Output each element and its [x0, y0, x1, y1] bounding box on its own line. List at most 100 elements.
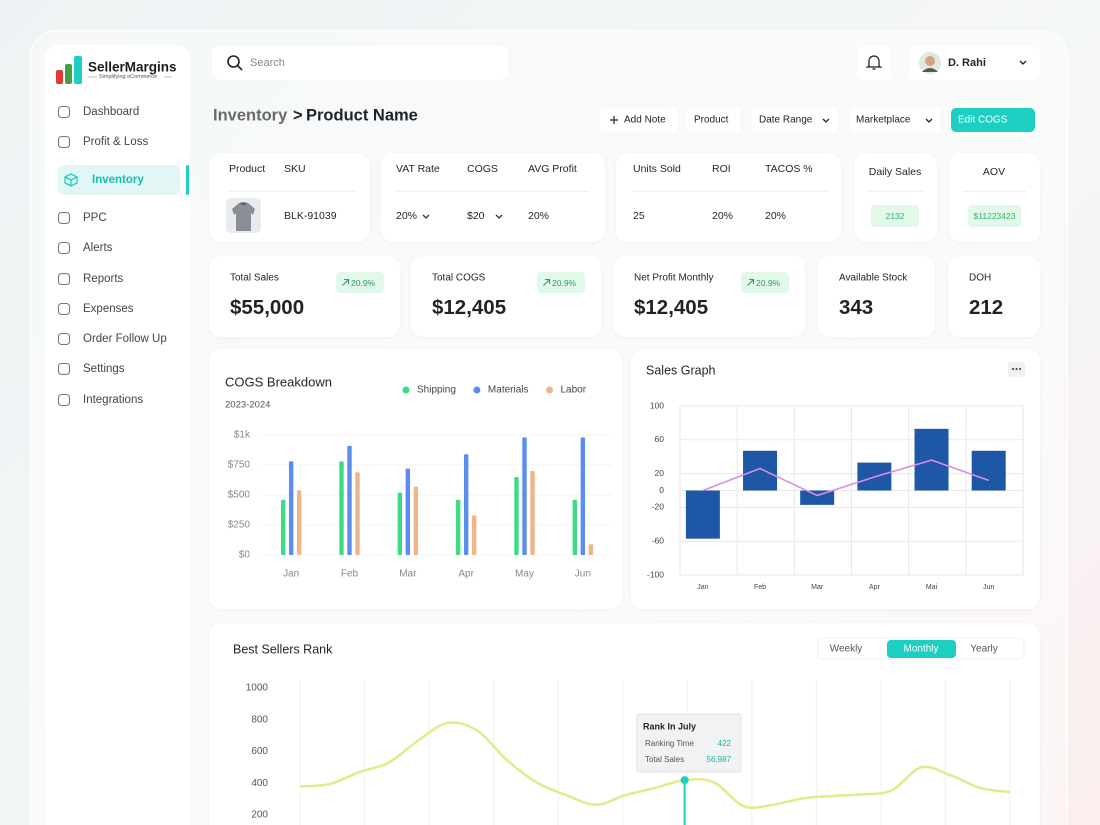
badge — [871, 205, 919, 227]
breadcrumb-current: Product Name — [306, 106, 418, 125]
stat-value: $12,405 — [432, 296, 507, 319]
nav-item[interactable]: Profit & Loss — [83, 136, 149, 148]
action-button[interactable] — [752, 108, 837, 132]
column-header: Product — [229, 163, 266, 175]
stat-value: 212 — [969, 296, 1004, 319]
menu-dots — [1012, 368, 1021, 370]
stat-card — [209, 256, 400, 337]
change-value: 20.9% — [351, 278, 376, 288]
nav-icon-part — [57, 362, 71, 376]
action-button[interactable] — [849, 108, 940, 132]
trend-icon — [342, 278, 350, 286]
trend-icon-part — [543, 278, 551, 286]
search-icon-part — [227, 55, 240, 68]
action-button[interactable] — [951, 108, 1035, 132]
logo-mark — [56, 56, 82, 84]
nav-item[interactable]: PPC — [83, 212, 107, 224]
nav-icon — [57, 332, 71, 346]
trend-icon-part — [747, 278, 755, 286]
action-label: Marketplace — [856, 114, 911, 126]
badge-card-label: Daily Sales — [868, 166, 922, 178]
stat-value: 343 — [839, 296, 874, 319]
column-header: ROI — [712, 163, 731, 175]
stat-label: DOH — [969, 272, 992, 284]
stat-label: Total Sales — [230, 272, 279, 284]
action-button[interactable] — [687, 108, 740, 132]
column-header: SKU — [284, 163, 306, 175]
action-label: Add Note — [624, 114, 666, 126]
stat-card — [613, 256, 805, 337]
chevron-icon-part — [822, 118, 830, 123]
nav-icon-part — [57, 393, 71, 407]
search-box[interactable] — [212, 46, 508, 80]
chevron-icon — [1019, 60, 1027, 65]
nav-icon — [57, 211, 71, 225]
nav-icon — [57, 241, 71, 255]
change-value: 20.9% — [552, 278, 577, 288]
chevron-icon — [495, 214, 503, 219]
search-placeholder: Search — [250, 57, 285, 69]
nav-item[interactable]: Settings — [83, 363, 125, 375]
column-header: Units Sold — [633, 163, 681, 175]
nav-icon-part — [57, 135, 71, 149]
logo-mark-part — [56, 70, 63, 84]
chart-card — [209, 349, 622, 609]
stat-value: $55,000 — [230, 296, 305, 319]
nav-item[interactable]: Inventory — [92, 174, 144, 186]
nav-icon-part — [57, 241, 71, 255]
nav-icon-part — [57, 211, 71, 225]
nav-icon-part — [57, 302, 71, 316]
action-label: Product — [694, 114, 729, 126]
nav-icon — [57, 362, 71, 376]
brand-tagline: Simplifying eCommerce — [99, 74, 158, 80]
logo-mark-part — [65, 64, 72, 84]
nav-active-bg — [58, 165, 180, 195]
nav-icon-part — [57, 272, 71, 286]
divider — [229, 191, 355, 192]
nav-item[interactable]: Expenses — [83, 303, 134, 315]
column-value: 20% — [528, 210, 550, 222]
product-image-part — [232, 202, 255, 231]
column-header: AVG Profit — [528, 163, 577, 175]
chart-card — [631, 349, 1040, 609]
avatar-part — [922, 68, 938, 72]
info-card — [381, 153, 605, 242]
bell-button[interactable] — [857, 46, 891, 80]
menu-dots-part — [1012, 368, 1014, 370]
nav-item[interactable]: Order Follow Up — [83, 333, 167, 345]
sidebar — [45, 45, 190, 825]
stat-label: Total COGS — [432, 272, 486, 284]
badge-value: $11223423 — [973, 211, 1016, 221]
search-icon-part — [236, 64, 243, 71]
chevron-icon-part — [1019, 60, 1027, 65]
column-value: $20 — [467, 210, 485, 222]
search-icon — [227, 55, 243, 71]
breadcrumb-parent: Inventory — [213, 106, 288, 125]
stat-card — [948, 256, 1040, 337]
nav-item[interactable]: Integrations — [83, 394, 144, 406]
chart-card — [209, 623, 1040, 825]
stat-value: $12,405 — [634, 296, 709, 319]
stat-label: Net Profit Monthly — [634, 272, 714, 284]
chevron-icon-part — [925, 118, 933, 123]
breadcrumb-separator: > — [293, 106, 303, 125]
badge-card — [854, 153, 937, 242]
column-value: 20% — [396, 210, 418, 222]
product-image-part — [240, 203, 247, 206]
divider — [868, 191, 923, 192]
avatar-part — [925, 56, 935, 66]
nav-item[interactable]: Alerts — [83, 242, 113, 254]
chevron-icon — [925, 118, 933, 123]
nav-icon-part — [57, 105, 71, 119]
nav-icon — [57, 393, 71, 407]
nav-item[interactable]: Dashboard — [83, 106, 140, 118]
plus-icon — [610, 116, 618, 124]
column-header: TACOS % — [765, 163, 813, 175]
badge-card — [949, 153, 1040, 242]
stat-label: Available Stock — [839, 272, 908, 284]
nav-active-indicator — [186, 165, 189, 195]
trend-icon — [747, 278, 755, 286]
trend-icon-part — [342, 278, 350, 286]
nav-item[interactable]: Reports — [83, 273, 124, 285]
column-value: 20% — [765, 210, 787, 222]
